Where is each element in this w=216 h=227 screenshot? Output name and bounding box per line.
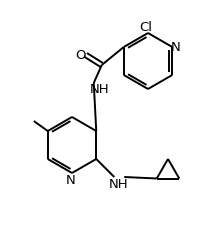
Text: NH: NH: [108, 177, 128, 190]
Text: N: N: [170, 40, 180, 53]
Text: NH: NH: [90, 82, 110, 95]
Text: N: N: [66, 174, 76, 187]
Text: Cl: Cl: [140, 20, 152, 33]
Text: O: O: [76, 48, 86, 61]
